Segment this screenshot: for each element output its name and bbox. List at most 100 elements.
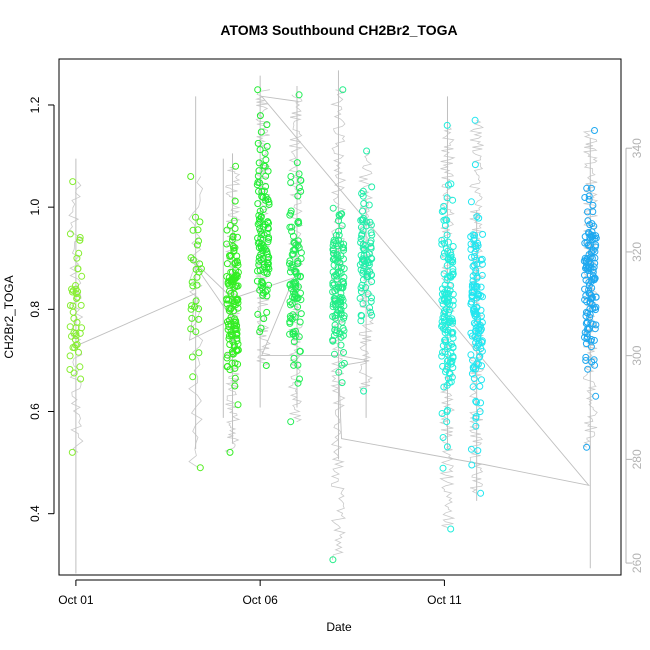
data-point bbox=[471, 161, 479, 169]
data-point bbox=[444, 350, 452, 358]
altitude-trace bbox=[255, 89, 271, 366]
data-point bbox=[260, 268, 268, 276]
data-point bbox=[335, 231, 343, 239]
data-point bbox=[226, 366, 234, 374]
right-tick-label: 280 bbox=[630, 449, 644, 469]
data-point bbox=[330, 272, 338, 280]
data-point bbox=[357, 311, 365, 319]
data-point bbox=[367, 229, 375, 237]
data-point bbox=[438, 410, 446, 417]
data-point bbox=[232, 282, 240, 289]
data-point bbox=[335, 227, 343, 235]
data-point bbox=[263, 292, 271, 300]
data-point bbox=[581, 239, 589, 247]
data-point bbox=[359, 255, 366, 263]
data-point bbox=[589, 272, 597, 280]
y-tick-label: 0.6 bbox=[28, 403, 42, 420]
data-point bbox=[446, 318, 454, 326]
data-point bbox=[68, 285, 76, 293]
data-point bbox=[476, 382, 484, 390]
x-tick-label: Oct 01 bbox=[58, 593, 94, 607]
data-point bbox=[287, 173, 295, 180]
data-point bbox=[295, 244, 303, 252]
data-point bbox=[73, 318, 81, 326]
data-point bbox=[362, 260, 370, 268]
data-point bbox=[445, 181, 452, 189]
data-point bbox=[259, 280, 267, 288]
data-point bbox=[195, 315, 203, 323]
data-point bbox=[256, 215, 263, 223]
data-point bbox=[449, 317, 457, 325]
data-point bbox=[366, 218, 374, 226]
data-point bbox=[265, 198, 273, 206]
data-point bbox=[443, 231, 451, 239]
y-tick-label: 0.8 bbox=[28, 301, 42, 318]
data-point bbox=[76, 234, 84, 241]
data-point bbox=[358, 230, 366, 238]
data-point bbox=[261, 149, 269, 157]
data-point bbox=[76, 236, 84, 244]
data-point bbox=[193, 241, 201, 249]
data-point bbox=[357, 266, 365, 274]
data-point bbox=[339, 86, 347, 94]
right-tick-label: 260 bbox=[630, 553, 644, 573]
data-point bbox=[584, 309, 592, 317]
data-point bbox=[467, 198, 475, 206]
right-tick-label: 320 bbox=[630, 242, 644, 262]
data-point bbox=[294, 237, 302, 245]
data-point bbox=[256, 112, 264, 120]
data-point bbox=[188, 278, 196, 286]
data-point bbox=[296, 347, 304, 355]
data-point bbox=[367, 298, 375, 305]
data-point bbox=[264, 256, 272, 264]
data-point bbox=[257, 251, 265, 258]
data-point bbox=[335, 217, 342, 225]
data-point bbox=[233, 337, 241, 345]
data-point bbox=[68, 448, 76, 456]
data-point bbox=[360, 200, 368, 207]
data-point bbox=[297, 255, 305, 263]
data-point bbox=[445, 301, 453, 309]
data-point bbox=[468, 281, 476, 289]
data-point bbox=[66, 366, 74, 373]
data-point bbox=[340, 349, 347, 356]
data-point bbox=[197, 265, 205, 273]
data-point bbox=[233, 252, 241, 260]
data-point bbox=[357, 317, 365, 325]
data-point bbox=[478, 347, 486, 355]
x-axis-title: Date bbox=[326, 620, 352, 634]
y-axis-right: 260 280 300 320 340 bbox=[625, 138, 644, 573]
data-point bbox=[234, 360, 242, 368]
data-point bbox=[289, 263, 297, 271]
plot-area bbox=[66, 70, 600, 574]
data-point bbox=[362, 284, 370, 291]
data-point bbox=[73, 254, 81, 262]
data-point bbox=[362, 218, 370, 226]
data-point bbox=[583, 443, 591, 451]
data-point bbox=[260, 315, 268, 323]
data-point bbox=[69, 302, 77, 310]
data-point bbox=[296, 375, 303, 383]
data-point bbox=[469, 383, 477, 391]
data-point bbox=[258, 231, 266, 239]
data-point bbox=[232, 322, 240, 330]
x-tick-label: Oct 11 bbox=[427, 593, 462, 607]
data-point bbox=[584, 365, 592, 373]
data-point bbox=[293, 159, 301, 167]
data-point bbox=[66, 323, 74, 331]
data-point bbox=[474, 341, 482, 349]
data-point bbox=[337, 269, 345, 277]
data-point bbox=[334, 263, 342, 271]
data-point bbox=[195, 305, 203, 313]
data-point bbox=[258, 284, 266, 292]
data-point bbox=[231, 382, 239, 390]
data-point bbox=[581, 194, 589, 201]
data-point bbox=[584, 217, 592, 225]
data-point bbox=[445, 319, 453, 327]
data-point bbox=[254, 86, 262, 94]
data-point bbox=[340, 314, 348, 322]
data-point bbox=[66, 230, 74, 238]
data-point bbox=[255, 167, 263, 175]
data-point bbox=[289, 232, 297, 240]
data-point bbox=[473, 283, 481, 290]
